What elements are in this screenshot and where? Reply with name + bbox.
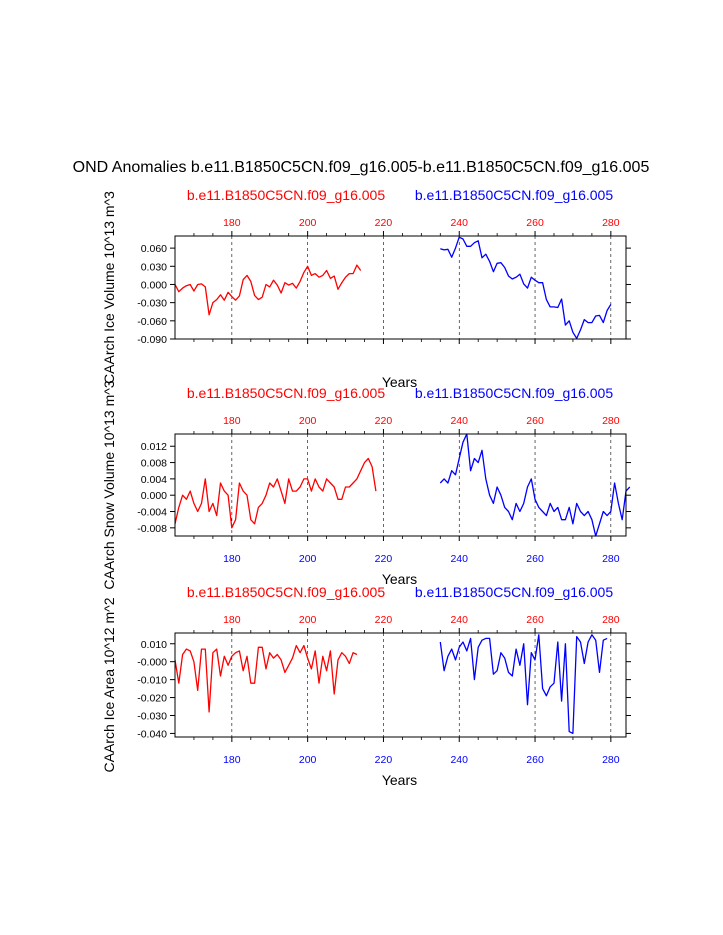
figure-title: OND Anomalies b.e11.B1850C5CN.f09_g16.00…	[73, 159, 650, 176]
panel-2: -0.008 -0.004 0.000 0.004 0.008 0.012 180 180 20…	[101, 380, 631, 590]
x-tick-label-bottom: 280	[602, 754, 620, 766]
x-tick-label-bottom: 260	[526, 553, 544, 565]
x-tick-label-bottom: 180	[223, 754, 241, 766]
x-tick-label-top: 220	[375, 614, 393, 626]
plot-frame	[174, 235, 627, 340]
y-tick-label: -0.090	[137, 334, 167, 346]
x-tick-label-top: 240	[450, 614, 468, 626]
y-axis-label: CAArch Ice Volume 10^13 m^3	[101, 191, 117, 384]
x-tick-label-bottom: 200	[299, 754, 317, 766]
x-tick-label-top: 280	[602, 217, 620, 229]
y-tick-label: -0.030	[137, 710, 167, 722]
panel-1: -0.090 -0.060 -0.030 0.000 0.030 0.060 180 200 2…	[101, 187, 631, 390]
y-tick-label: 0.010	[141, 639, 167, 651]
panel-3: -0.040 -0.030 -0.020 -0.010 -0.000 0.010 180 18…	[101, 584, 631, 788]
y-tick-label: 0.012	[141, 441, 167, 453]
y-tick-label: 0.008	[141, 458, 167, 470]
series-line-case2	[439, 634, 608, 735]
case1-label: b.e11.B1850C5CN.f09_g16.005	[187, 584, 385, 600]
x-tick-label-top: 260	[526, 217, 544, 229]
x-tick-label-top: 180	[223, 614, 241, 626]
x-tick-label-bottom: 220	[375, 754, 393, 766]
x-tick-label-top: 200	[299, 614, 317, 626]
x-tick-label-top: 240	[450, 415, 468, 427]
x-tick-label-top: 260	[526, 614, 544, 626]
y-tick-label: -0.030	[137, 298, 167, 310]
x-tick-label-bottom: 260	[526, 754, 544, 766]
panels-group: -0.090 -0.060 -0.030 0.000 0.030 0.060 180 200 2…	[101, 187, 631, 788]
y-tick-label: -0.008	[137, 523, 167, 535]
y-tick-label: -0.020	[137, 693, 167, 705]
y-tick-label: -0.060	[137, 316, 167, 328]
x-axis-label: Years	[382, 772, 417, 788]
series-line-case1	[174, 264, 362, 316]
x-tick-label-top: 180	[223, 415, 241, 427]
y-tick-label: 0.060	[141, 243, 167, 255]
series-line-case2	[440, 236, 612, 340]
x-tick-label-top: 280	[602, 415, 620, 427]
y-tick-label: -0.010	[137, 675, 167, 687]
case2-label: b.e11.B1850C5CN.f09_g16.005	[415, 187, 613, 203]
y-tick-label: -0.004	[137, 507, 167, 519]
plot-frame	[174, 632, 627, 738]
case2-label: b.e11.B1850C5CN.f09_g16.005	[415, 584, 613, 600]
x-tick-label-bottom: 280	[602, 553, 620, 565]
series-line-case2	[439, 433, 631, 537]
x-axis-label: Years	[382, 571, 417, 587]
x-tick-label-top: 240	[450, 217, 468, 229]
x-tick-label-top: 220	[375, 415, 393, 427]
x-tick-label-bottom: 180	[223, 553, 241, 565]
x-tick-label-top: 200	[299, 217, 317, 229]
y-tick-label: 0.000	[141, 490, 167, 502]
x-tick-label-bottom: 200	[299, 553, 317, 565]
plot-frame	[174, 433, 627, 537]
x-tick-label-top: 260	[526, 415, 544, 427]
x-axis-label: Years	[382, 374, 417, 390]
x-tick-label-top: 280	[602, 614, 620, 626]
x-tick-label-top: 220	[375, 217, 393, 229]
series-line-case1	[174, 644, 358, 713]
y-axis-label: CAArch Snow Volume 10^13 m^3	[101, 380, 117, 589]
y-axis-label: CAArch Ice Area 10^12 m^2	[101, 597, 117, 772]
case1-label: b.e11.B1850C5CN.f09_g16.005	[187, 385, 385, 401]
series-line-case1	[174, 457, 377, 529]
y-tick-label: 0.030	[141, 261, 167, 273]
y-tick-label: 0.000	[141, 279, 167, 291]
x-tick-label-bottom: 220	[375, 553, 393, 565]
case2-label: b.e11.B1850C5CN.f09_g16.005	[415, 385, 613, 401]
case1-label: b.e11.B1850C5CN.f09_g16.005	[187, 187, 385, 203]
x-tick-label-bottom: 240	[450, 553, 468, 565]
x-tick-label-top: 180	[223, 217, 241, 229]
y-tick-label: -0.000	[137, 657, 167, 669]
x-tick-label-bottom: 240	[450, 754, 468, 766]
x-tick-label-top: 200	[299, 415, 317, 427]
y-tick-label: -0.040	[137, 728, 167, 740]
y-tick-label: 0.004	[141, 474, 167, 486]
